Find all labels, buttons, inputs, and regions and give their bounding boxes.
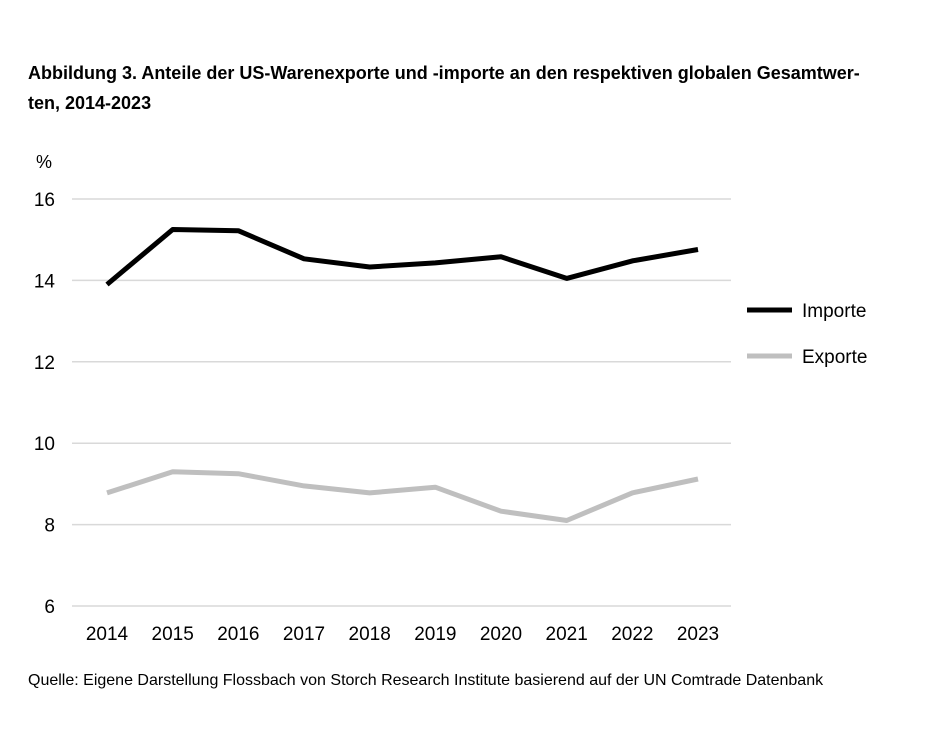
series-line-exporte xyxy=(106,469,699,523)
legend-label-exporte: Exporte xyxy=(802,347,867,368)
x-axis-ticks: 2014 2015 2016 2017 2018 2019 2020 2021 2022 2023 xyxy=(86,624,719,645)
x-tick-label: 2014 xyxy=(86,624,129,645)
x-tick-label: 2017 xyxy=(283,624,325,645)
y-tick-label: 16 xyxy=(34,190,55,211)
legend-label-importe: Importe xyxy=(802,301,866,322)
chart-title: Abbildung 3. Anteile der US-Warenexporte… xyxy=(28,58,908,118)
x-tick-label: 2019 xyxy=(414,624,456,645)
source-note: Quelle: Eigene Darstellung Flossbach von… xyxy=(28,672,824,689)
legend: Importe Exporte xyxy=(747,301,867,368)
y-axis-unit-label: % xyxy=(36,152,52,172)
x-tick-label: 2015 xyxy=(152,624,194,645)
chart-title-line-1: Abbildung 3. Anteile der US-Warenexporte… xyxy=(28,63,860,83)
y-tick-label: 8 xyxy=(44,516,55,537)
x-tick-label: 2020 xyxy=(480,624,522,645)
x-tick-label: 2016 xyxy=(217,624,259,645)
y-axis-ticks: 6 8 10 12 14 16 xyxy=(34,190,56,618)
x-tick-label: 2022 xyxy=(611,624,653,645)
x-tick-label: 2023 xyxy=(677,624,719,645)
gridlines xyxy=(72,198,731,607)
y-tick-label: 12 xyxy=(34,353,55,374)
chart-title-line-2: ten, 2014-2023 xyxy=(28,93,152,113)
series-line-importe xyxy=(105,227,699,287)
y-tick-label: 10 xyxy=(34,434,55,455)
y-tick-label: 6 xyxy=(44,597,55,618)
y-tick-label: 14 xyxy=(34,271,56,292)
x-tick-label: 2018 xyxy=(349,624,391,645)
x-tick-label: 2021 xyxy=(546,624,588,645)
series-lines xyxy=(105,227,699,523)
